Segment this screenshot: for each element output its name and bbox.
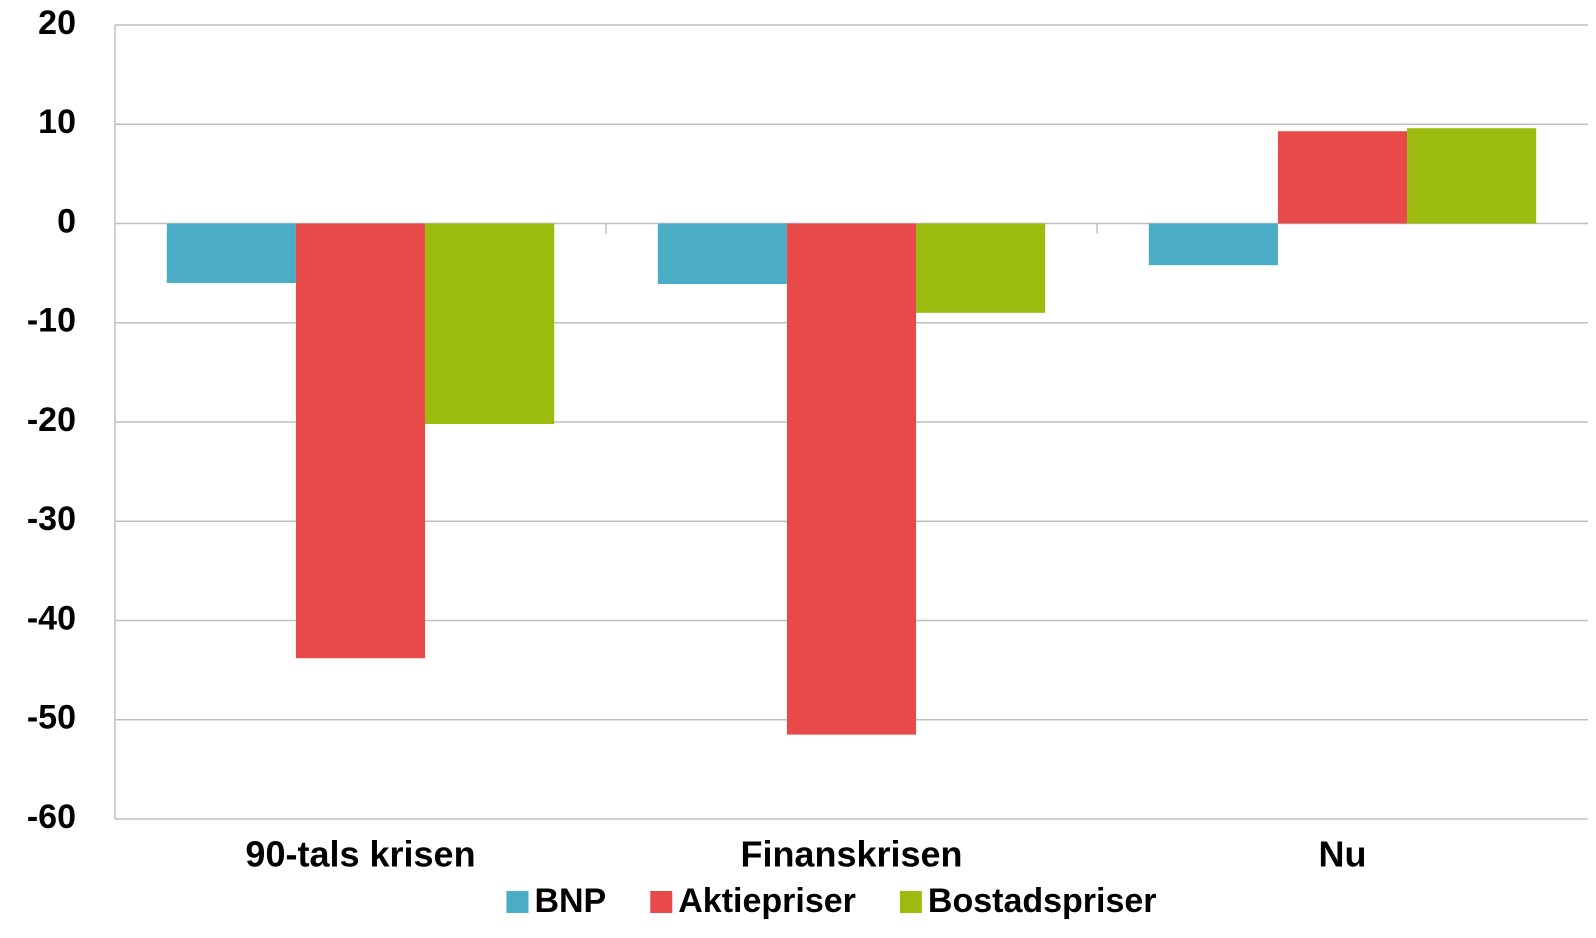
legend-label: Bostadspriser: [928, 882, 1157, 920]
bar: [657, 223, 787, 285]
x-tick-label: Nu: [1319, 834, 1367, 875]
legend-swatch: [650, 891, 673, 913]
bar: [295, 223, 426, 659]
y-tick-label: 20: [38, 4, 76, 42]
legend-swatch: [506, 891, 529, 913]
bar: [786, 223, 917, 735]
bar: [1277, 131, 1408, 224]
bar: [916, 223, 1046, 313]
x-tick-label: 90-tals krisen: [245, 834, 475, 875]
bar: [425, 223, 555, 424]
legend-swatch: [899, 891, 922, 913]
y-tick-label: -40: [27, 599, 76, 637]
legend-label: Aktiepriser: [678, 882, 856, 920]
y-tick-label: -30: [27, 500, 76, 538]
y-tick-label: 0: [57, 202, 76, 240]
x-tick-label: Finanskrisen: [740, 834, 962, 875]
legend-label: BNP: [534, 882, 606, 920]
y-tick-label: -10: [27, 302, 76, 340]
y-tick-label: -20: [27, 401, 76, 439]
bar: [1407, 128, 1537, 224]
y-tick-label: -50: [27, 699, 76, 737]
y-tick-label: -60: [27, 798, 76, 836]
y-tick-label: 10: [38, 103, 76, 141]
bar: [166, 223, 296, 284]
bar: [1148, 223, 1278, 266]
